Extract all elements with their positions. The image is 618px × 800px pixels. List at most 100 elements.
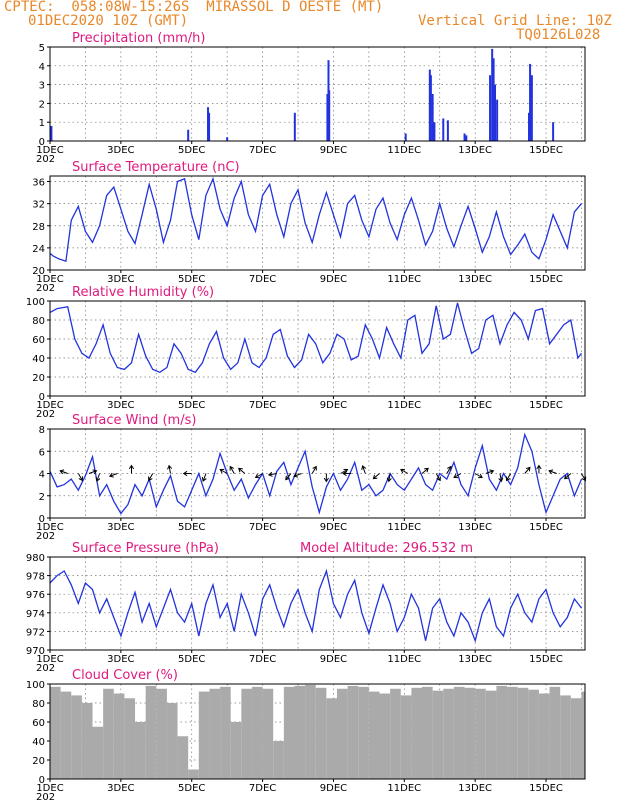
wind-arrow-head [219,468,225,474]
x-tick-label: 5DEC [178,783,205,794]
panel-frame [49,556,586,651]
wind-arrow [255,473,263,478]
x-tick-label: 1DEC [36,654,63,665]
cloud-bar [124,698,136,779]
y-tick-label: 28 [32,222,45,233]
precip-bar [187,129,190,141]
wind-arrow-head [361,465,367,470]
panel-title: Precipitation (mm/h) [72,31,205,46]
wind-arrow [446,466,452,474]
precip-bar [529,63,532,141]
x-tick-label: 1DEC [36,400,63,411]
wind-arrow [362,465,366,474]
year-label: 202 [36,531,55,542]
y-tick-label: 4 [39,62,45,73]
series-line [49,568,583,643]
series-line [49,432,583,515]
y-tick-label: 4 [39,470,45,481]
y-tick-label: 80 [32,316,45,327]
x-tick-label: 9DEC [320,522,347,533]
precip-bar [492,58,495,141]
x-tick-label: 15DEC [529,654,563,665]
wind-arrow [474,473,483,478]
cloud-bar [305,684,316,779]
cloud-bar [188,769,199,779]
wind-arrow-head [548,469,554,475]
wind-arrow-head [285,475,290,481]
cloud-bar [368,691,380,779]
wind-arrow [285,473,292,480]
wind-arrow [311,466,317,474]
y-tick-label: 978 [26,572,45,583]
wind-arrow-head [436,476,441,482]
wind-arrow [400,469,409,474]
cloud-bar [507,686,518,779]
x-tick-label: 7DEC [249,654,276,665]
x-tick-label: 15DEC [529,783,563,794]
cloud-bar [177,736,189,779]
wind-arrow [524,467,531,474]
y-tick-label: 24 [32,244,45,255]
cloud-bar [422,686,433,779]
panel-frame [49,300,586,397]
wind-arrow [219,469,228,474]
x-tick-label: 9DEC [320,783,347,794]
cloud-bar [358,686,369,779]
precip-bar [463,133,466,141]
wind-arrow [60,470,68,474]
cloud-bar [166,703,178,779]
precip-bar [429,75,432,141]
wind-arrow-head [386,477,392,483]
cloud-bar [485,690,497,779]
wind-arrow-head [536,464,542,470]
y-tick-label: 20 [32,373,45,384]
x-tick-label: 11DEC [387,274,421,285]
x-tick-label: 5DEC [178,274,205,285]
cloud-bar [113,693,125,779]
precip-bar [293,112,296,141]
cloud-bar [145,685,157,779]
y-tick-label: 3 [39,81,45,92]
cloud-bar [283,686,295,779]
wind-arrow-head [424,467,429,473]
panel-frame [49,683,586,780]
wind-arrow [168,465,171,474]
y-tick-label: 80 [32,699,45,710]
x-tick-label: 7DEC [249,145,276,156]
cloud-bar [294,685,306,779]
x-tick-label: 3DEC [107,145,134,156]
year-label: 202 [36,154,55,165]
y-tick-label: 6 [39,447,45,458]
precip-bar [494,84,497,141]
cloud-bar [496,685,508,779]
y-tick-label: 0 [39,137,45,148]
precip-bar [207,107,210,141]
cloud-bar [453,686,465,779]
panel-annotation: Model Altitude: 296.532 m [300,541,473,556]
wind-arrow-head [498,477,504,483]
series-line [49,302,583,374]
wind-arrow [421,467,429,474]
wind-arrow-head [59,469,65,475]
wind-arrow-head [229,465,235,471]
panel-title: Surface Wind (m/s) [72,413,196,428]
precip-bar [528,112,531,141]
precip-bar [431,94,434,141]
wind-arrow [293,473,302,477]
precip-bar [465,135,468,141]
cloud-bar [379,693,391,779]
wind-arrow [485,470,494,474]
x-tick-label: 5DEC [178,400,205,411]
panel-title: Surface Pressure (hPa) [72,541,219,556]
x-tick-label: 15DEC [529,274,563,285]
y-tick-label: 970 [26,646,45,657]
x-tick-label: 13DEC [458,783,492,794]
wind-arrow-head [254,473,260,479]
x-tick-label: 15DEC [529,522,563,533]
cloud-bar [251,686,263,779]
precip-bar [489,75,492,141]
precip-bar [404,133,407,141]
precip-bar [208,112,211,141]
cloud-bar [209,688,221,779]
wind-arrow [564,473,572,480]
